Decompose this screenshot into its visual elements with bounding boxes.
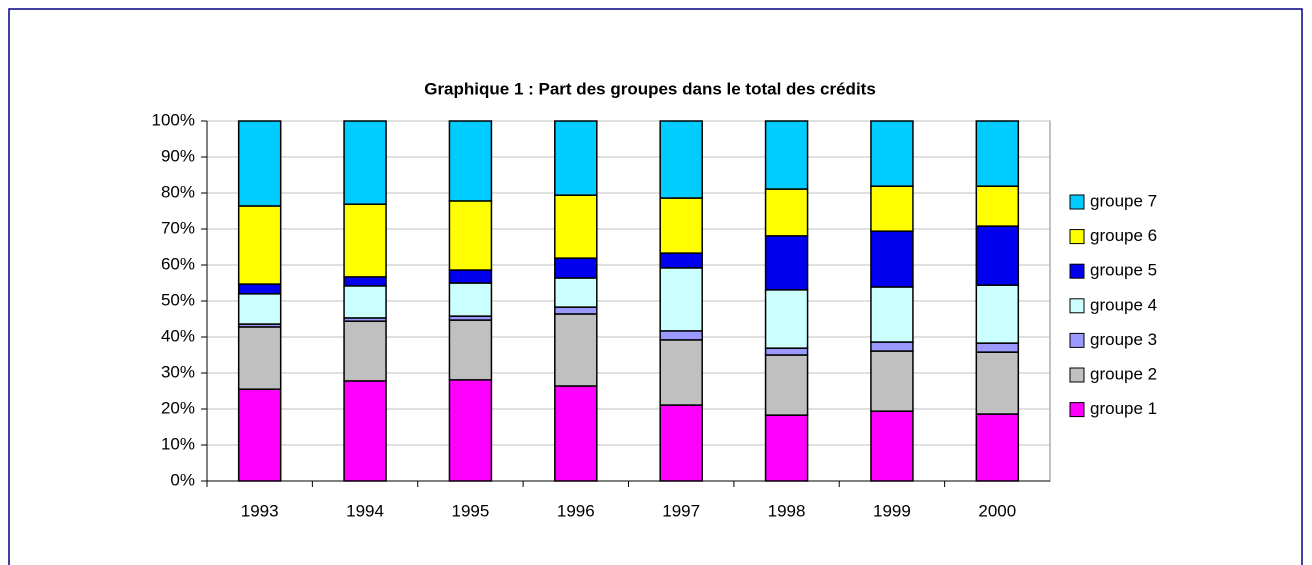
bar-segment — [448, 282, 493, 317]
bar-segment — [448, 379, 493, 482]
x-tick-label: 1999 — [873, 501, 911, 520]
bar-segment — [343, 276, 387, 287]
legend-swatch — [1069, 332, 1085, 348]
legend-label: groupe 4 — [1090, 295, 1157, 314]
bar-segment — [870, 410, 914, 482]
bar-segment — [764, 120, 809, 190]
bar-segment — [975, 120, 1020, 187]
bar-segment — [870, 350, 914, 412]
bar-segment — [554, 306, 598, 315]
x-tick-label: 1995 — [452, 501, 490, 520]
x-tick-label: 1993 — [241, 501, 279, 520]
bar-segment — [975, 413, 1020, 482]
bar-segment — [554, 194, 598, 259]
bar-segment — [764, 347, 809, 356]
y-tick-label: 60% — [161, 254, 195, 273]
bar-segment — [870, 286, 914, 343]
bar-segment — [764, 289, 809, 349]
chart-title: Graphique 1 : Part des groupes dans le t… — [424, 79, 876, 98]
bar-segment — [237, 283, 282, 295]
legend-label: groupe 1 — [1090, 399, 1157, 418]
bar-segment — [554, 277, 598, 308]
bar-segment — [237, 388, 282, 482]
legend-label: groupe 6 — [1090, 226, 1157, 245]
legend-swatch — [1069, 298, 1085, 314]
bar-segment — [448, 319, 493, 381]
y-tick-label: 30% — [161, 362, 195, 381]
bar-segment — [237, 120, 282, 207]
bar-segment — [870, 120, 914, 187]
bar-segment — [237, 205, 282, 285]
legend-label: groupe 5 — [1090, 261, 1157, 280]
bar-segment — [659, 197, 703, 254]
legend-swatch — [1069, 263, 1085, 279]
bar-segment — [975, 342, 1020, 353]
bar-segment — [554, 120, 598, 196]
y-tick-label: 90% — [161, 146, 195, 165]
bar-segment — [554, 257, 598, 279]
bar-segment — [554, 385, 598, 482]
bar-segment — [343, 320, 387, 382]
bar-segment — [659, 120, 703, 199]
y-tick-label: 10% — [161, 434, 195, 453]
y-tick-label: 70% — [161, 218, 195, 237]
y-tick-label: 50% — [161, 290, 195, 309]
x-tick-label: 1996 — [557, 501, 595, 520]
x-tick-label: 2000 — [978, 501, 1016, 520]
bar-segment — [659, 252, 703, 269]
bar-segment — [448, 200, 493, 271]
x-tick-label: 1997 — [662, 501, 700, 520]
bar-segment — [764, 414, 809, 482]
bar-segment — [448, 120, 493, 202]
bar-segment — [554, 313, 598, 387]
legend-swatch — [1069, 402, 1085, 418]
bar-segment — [237, 293, 282, 325]
y-tick-label: 40% — [161, 326, 195, 345]
legend-swatch — [1069, 229, 1085, 245]
bar-segment — [659, 339, 703, 406]
bar-segment — [659, 267, 703, 332]
bar-segment — [764, 235, 809, 291]
bar-segment — [343, 120, 387, 205]
bar-segment — [659, 404, 703, 482]
bar-segment — [975, 351, 1020, 415]
bar-segment — [659, 330, 703, 341]
bar-segment — [975, 284, 1020, 344]
legend-label: groupe 2 — [1090, 364, 1157, 383]
bar-segment — [975, 225, 1020, 286]
y-tick-label: 0% — [170, 470, 195, 489]
bar-segment — [764, 354, 809, 416]
x-tick-label: 1994 — [346, 501, 384, 520]
bar-segment — [343, 203, 387, 278]
bar-segment — [237, 326, 282, 390]
bar-segment — [343, 380, 387, 482]
legend-label: groupe 7 — [1090, 191, 1157, 210]
x-tick-label: 1998 — [768, 501, 806, 520]
y-tick-label: 20% — [161, 398, 195, 417]
bar-segment — [343, 285, 387, 319]
bar-segment — [870, 341, 914, 352]
y-tick-label: 80% — [161, 182, 195, 201]
bar-segment — [870, 185, 914, 232]
bar-segment — [448, 269, 493, 284]
y-tick-label: 100% — [152, 110, 195, 129]
legend-label: groupe 3 — [1090, 330, 1157, 349]
bar-segment — [870, 230, 914, 288]
legend-swatch — [1069, 194, 1085, 210]
bar-segment — [764, 188, 809, 237]
bar-segment — [975, 185, 1020, 227]
legend-swatch — [1069, 367, 1085, 383]
